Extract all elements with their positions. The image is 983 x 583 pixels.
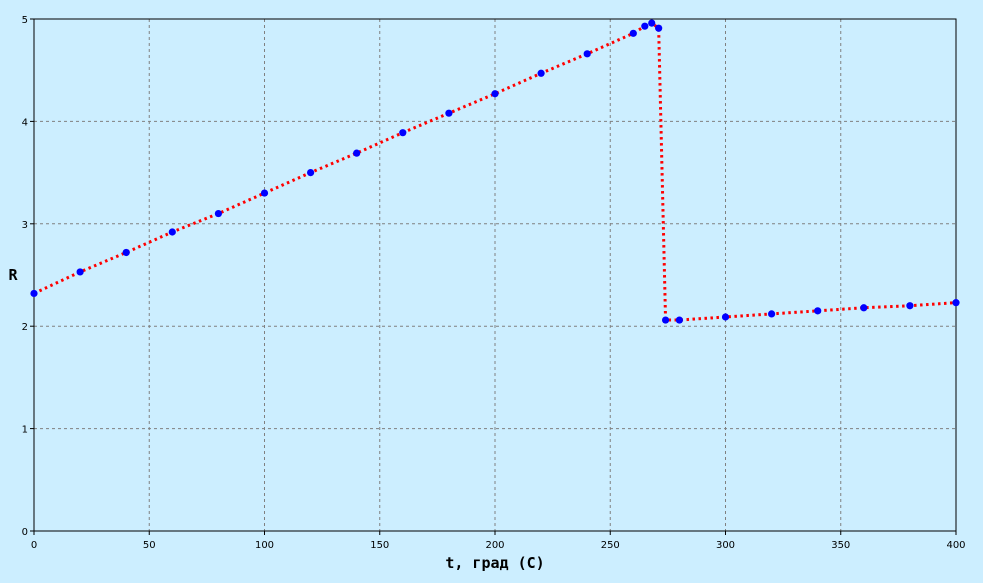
series-points [30,19,960,324]
data-point [629,29,637,37]
data-point [655,24,663,32]
y-tick-label: 0 [22,527,28,538]
data-point [583,50,591,58]
data-point [168,228,176,236]
data-point [537,69,545,77]
x-tick-label: 0 [31,540,37,551]
data-point [675,316,684,324]
data-point [661,316,670,324]
data-point [906,302,914,310]
data-point [76,268,84,276]
grid [34,19,956,531]
ticks: 0 50 100 150 200 250 300 350 400 0 1 2 3 4 5 [22,15,966,551]
x-tick-label: 300 [716,540,735,551]
y-tick-label: 4 [22,117,28,128]
y-tick-label: 1 [22,425,28,436]
data-point [721,313,730,321]
y-tick-label: 5 [22,15,28,26]
data-point [214,209,222,218]
data-point [814,307,822,315]
data-point [353,149,361,157]
x-tick-label: 200 [485,540,504,551]
data-point [648,19,656,27]
x-tick-label: 100 [255,540,274,551]
x-tick-label: 400 [946,540,965,551]
data-point [445,109,453,117]
data-point [952,299,960,307]
y-tick-label: 3 [22,220,28,231]
x-tick-label: 150 [370,540,389,551]
data-point [860,304,868,312]
data-point [768,310,776,318]
data-point [641,22,649,30]
data-point [260,189,269,197]
x-axis-label: t, град (С) [445,554,544,572]
x-tick-label: 250 [601,540,620,551]
data-point [30,289,38,298]
y-tick-label: 2 [22,322,28,333]
x-tick-label: 350 [831,540,850,551]
data-point [399,129,407,137]
y-axis-label: R [8,266,18,284]
x-tick-label: 50 [143,540,156,551]
data-point [307,169,315,177]
data-point [491,90,499,98]
data-point [122,248,130,257]
